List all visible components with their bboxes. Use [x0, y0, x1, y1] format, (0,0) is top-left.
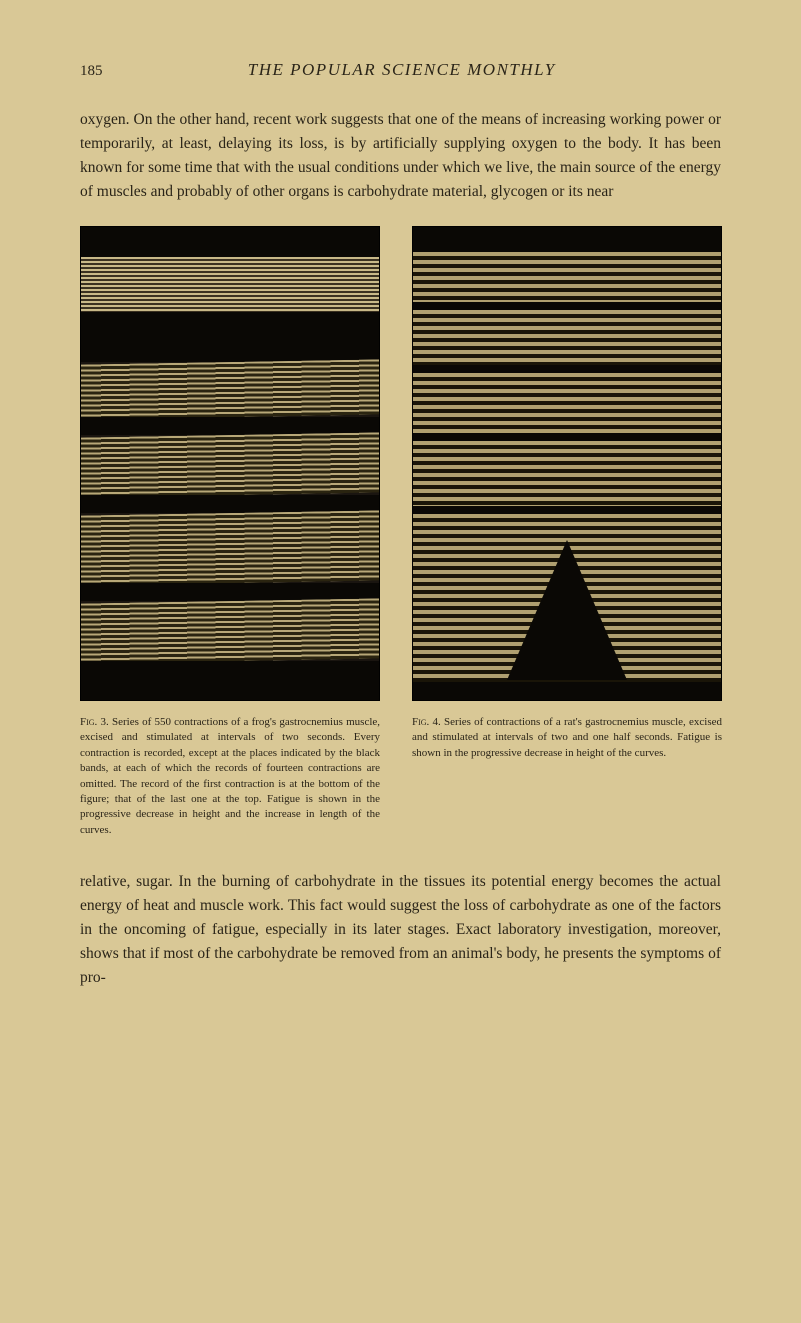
figure-4-image	[412, 226, 722, 701]
page-header: 185 THE POPULAR SCIENCE MONTHLY	[80, 60, 721, 80]
figure-3-caption: Fig. 3. Series of 550 contractions of a …	[80, 715, 380, 838]
captions-row: Fig. 3. Series of 550 contractions of a …	[80, 715, 721, 838]
fig-3-label: Fig. 3.	[80, 716, 109, 728]
figures-row	[80, 226, 721, 701]
journal-title: THE POPULAR SCIENCE MONTHLY	[83, 60, 722, 80]
paragraph-1: oxygen. On the other hand, recent work s…	[80, 108, 721, 204]
figure-3-image	[80, 226, 380, 701]
paragraph-2: relative, sugar. In the burning of carbo…	[80, 870, 721, 990]
figure-4	[412, 226, 722, 701]
figure-3	[80, 226, 380, 701]
fig-4-caption-text: Series of contractions of a rat's gastro…	[412, 716, 722, 759]
fig-4-label: Fig. 4.	[412, 716, 441, 728]
figure-4-caption: Fig. 4. Series of contractions of a rat'…	[412, 715, 722, 838]
fig-3-caption-text: Series of 550 contractions of a frog's g…	[80, 716, 380, 836]
